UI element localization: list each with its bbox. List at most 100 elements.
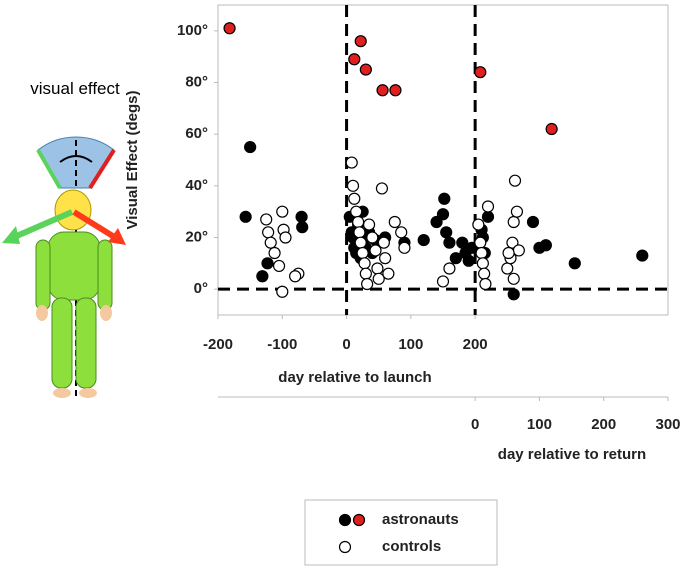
point — [279, 231, 292, 244]
point — [358, 257, 371, 270]
hand — [100, 305, 112, 321]
point — [354, 35, 367, 48]
point — [507, 288, 520, 301]
point — [510, 205, 524, 218]
point — [377, 236, 390, 249]
point — [272, 259, 286, 273]
point — [348, 53, 361, 66]
legend-marker — [352, 513, 366, 527]
point — [507, 272, 520, 285]
point — [239, 210, 252, 223]
point — [268, 246, 281, 260]
point — [276, 205, 289, 218]
arm — [35, 239, 51, 311]
point — [474, 66, 487, 79]
point — [261, 257, 274, 270]
point — [479, 277, 492, 291]
point — [636, 249, 649, 262]
point — [354, 236, 367, 249]
point — [362, 218, 376, 231]
point — [359, 267, 372, 280]
point — [359, 63, 372, 76]
hand — [36, 305, 48, 321]
point — [478, 267, 491, 280]
foot — [79, 388, 97, 398]
illustration-label: visual effect — [30, 79, 120, 98]
arm — [97, 239, 113, 311]
x-tick-label: 100 — [398, 336, 423, 353]
x2-tick-label: 300 — [655, 416, 680, 433]
illustration: visual effect — [2, 79, 126, 400]
point — [526, 215, 540, 229]
point — [443, 236, 456, 249]
point — [295, 210, 308, 223]
x2-axis-label: day relative to return — [498, 446, 646, 463]
point — [481, 200, 495, 213]
point — [395, 226, 408, 239]
point — [372, 272, 385, 285]
point — [449, 252, 462, 265]
point — [501, 262, 514, 275]
point — [223, 22, 236, 35]
point — [462, 254, 475, 267]
wedge-edge — [36, 148, 62, 190]
point — [346, 179, 360, 192]
legend-marker — [338, 513, 352, 527]
point — [361, 277, 374, 291]
point — [398, 241, 411, 254]
x-tick-label: -200 — [203, 336, 233, 353]
point — [375, 182, 389, 195]
point — [507, 215, 520, 229]
point — [436, 275, 450, 288]
point — [506, 236, 519, 249]
point — [417, 233, 430, 247]
point — [352, 215, 365, 229]
point — [348, 192, 361, 205]
wedge-edge — [88, 148, 116, 190]
y-tick-label: 100° — [177, 22, 208, 39]
point — [388, 215, 401, 229]
red-arrow — [72, 209, 118, 241]
x-tick-label: 200 — [463, 336, 488, 353]
point — [539, 239, 552, 252]
x2-tick-label: 100 — [527, 416, 552, 433]
x2-tick-label: 0 — [471, 416, 479, 433]
arrowhead — [108, 228, 126, 245]
point — [481, 210, 495, 223]
point — [376, 84, 389, 97]
point — [545, 122, 558, 136]
leg — [75, 297, 97, 389]
point — [436, 208, 450, 221]
plot-frame — [217, 4, 669, 316]
point — [276, 285, 289, 298]
point — [508, 174, 522, 187]
point — [475, 246, 488, 260]
leg — [51, 297, 73, 389]
point — [264, 236, 277, 249]
y-tick-label: 60° — [185, 125, 208, 142]
point — [389, 84, 402, 97]
y-axis-label: Visual Effect (degs) — [124, 91, 141, 230]
y-tick-label: 40° — [185, 177, 208, 194]
green-arrow — [10, 209, 74, 241]
point — [568, 257, 581, 270]
legend-label: astronauts — [382, 511, 459, 528]
point — [262, 226, 275, 239]
legend-label: controls — [382, 538, 441, 555]
arrowhead — [2, 226, 20, 244]
point — [353, 226, 366, 239]
illustration-label-box: visual effect — [30, 79, 120, 98]
point — [369, 244, 382, 257]
point — [382, 267, 395, 280]
point — [256, 270, 269, 283]
point — [260, 213, 273, 226]
point — [440, 226, 453, 239]
y-tick-label: 20° — [185, 228, 208, 245]
point — [502, 246, 515, 260]
point — [379, 252, 392, 265]
point — [476, 257, 489, 270]
point — [443, 262, 456, 275]
x-tick-label: 0 — [342, 336, 350, 353]
point — [296, 221, 309, 234]
point — [289, 270, 302, 283]
